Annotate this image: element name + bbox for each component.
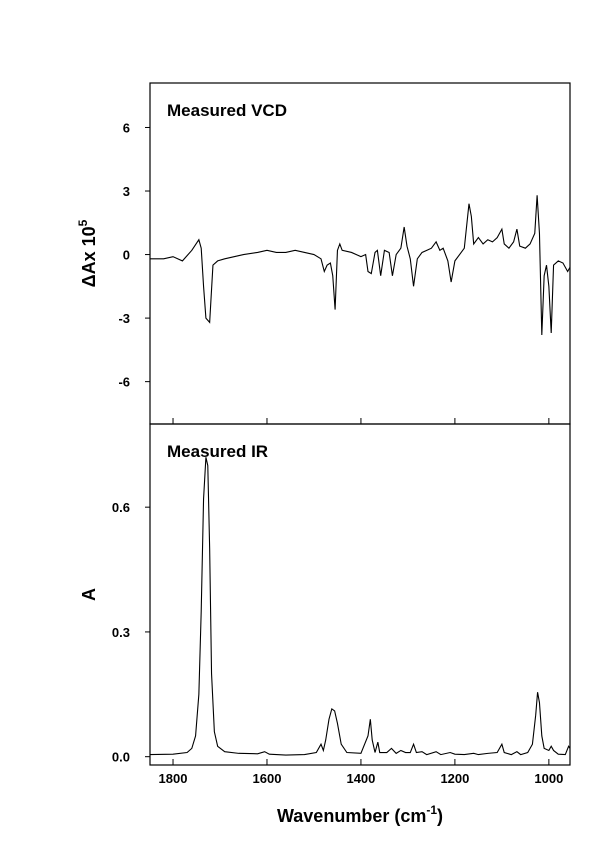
y-axis-label-text: ΔAx 10	[79, 226, 99, 287]
x-axis-label: Wavenumber (cm-1)	[277, 803, 443, 826]
x-tick-label: 1600	[253, 771, 282, 786]
y-tick-label: 0.6	[112, 500, 130, 515]
plot-frame	[149, 423, 571, 766]
x-tick-label: 1000	[534, 771, 563, 786]
x-axis-label-part: )	[437, 806, 443, 826]
x-tick-label: 1800	[159, 771, 188, 786]
plot-frame	[149, 82, 571, 425]
y-tick-label: -3	[118, 311, 130, 326]
y-axis-label-text: A	[79, 588, 99, 601]
data-line	[149, 457, 571, 756]
y-axis-label: A	[79, 588, 99, 601]
panel-title: Measured IR	[167, 442, 268, 461]
y-tick-label: 0.0	[112, 750, 130, 765]
x-tick-label: 1400	[346, 771, 375, 786]
y-axis-label-sup: 5	[76, 219, 90, 226]
panel-title: Measured VCD	[167, 101, 287, 120]
x-tick-label: 1200	[440, 771, 469, 786]
y-tick-label: -6	[118, 375, 130, 390]
x-axis-label-part: Wavenumber (cm	[277, 806, 426, 826]
y-tick-label: 0	[123, 248, 130, 263]
data-line	[150, 195, 571, 336]
y-tick-label: 3	[123, 184, 130, 199]
y-tick-label: 0.3	[112, 625, 130, 640]
y-tick-label: 6	[123, 120, 130, 135]
y-axis-label: ΔAx 105	[76, 219, 99, 287]
x-axis-label-part: -1	[426, 803, 437, 817]
